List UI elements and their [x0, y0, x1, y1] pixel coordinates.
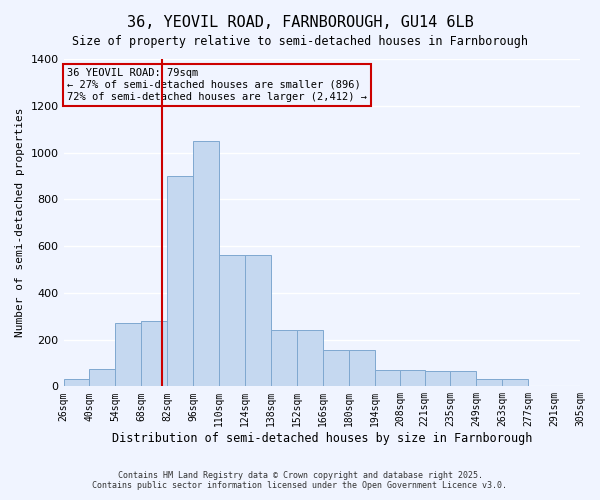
Bar	[141, 321, 167, 386]
Bar	[374, 370, 400, 386]
Bar	[193, 141, 219, 386]
Bar	[245, 256, 271, 386]
Bar	[219, 256, 245, 386]
Text: Size of property relative to semi-detached houses in Farnborough: Size of property relative to semi-detach…	[72, 35, 528, 48]
Bar	[167, 176, 193, 386]
Y-axis label: Number of semi-detached properties: Number of semi-detached properties	[15, 108, 25, 338]
X-axis label: Distribution of semi-detached houses by size in Farnborough: Distribution of semi-detached houses by …	[112, 432, 532, 445]
Bar	[115, 323, 141, 386]
Bar	[297, 330, 323, 386]
Text: Contains HM Land Registry data © Crown copyright and database right 2025.
Contai: Contains HM Land Registry data © Crown c…	[92, 470, 508, 490]
Bar	[502, 380, 528, 386]
Bar	[64, 380, 89, 386]
Text: 36 YEOVIL ROAD: 79sqm
← 27% of semi-detached houses are smaller (896)
72% of sem: 36 YEOVIL ROAD: 79sqm ← 27% of semi-deta…	[67, 68, 367, 102]
Bar	[323, 350, 349, 387]
Bar	[89, 369, 115, 386]
Bar	[451, 371, 476, 386]
Bar	[349, 350, 374, 387]
Bar	[425, 371, 451, 386]
Bar	[271, 330, 297, 386]
Bar	[400, 370, 425, 386]
Bar	[476, 380, 502, 386]
Text: 36, YEOVIL ROAD, FARNBOROUGH, GU14 6LB: 36, YEOVIL ROAD, FARNBOROUGH, GU14 6LB	[127, 15, 473, 30]
